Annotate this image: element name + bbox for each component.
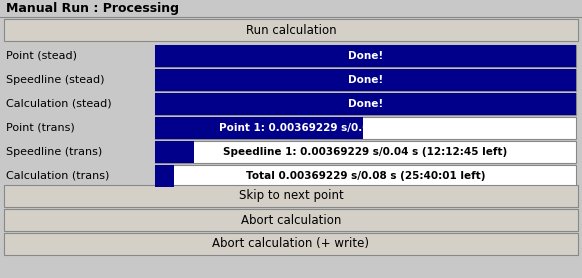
Bar: [4, 19, 578, 41]
Text: Speedline 1: 0.00369229 s/0.04 s (12:12:45 left): Speedline 1: 0.00369229 s/0.04 s (12:12:…: [223, 147, 508, 157]
Bar: [155, 141, 576, 163]
Bar: [155, 45, 576, 67]
Text: Calculation (trans): Calculation (trans): [6, 171, 109, 181]
Bar: [155, 117, 363, 139]
Text: Point 1: 0.00369229 s/0.0133333 s (03:14:34 left): Point 1: 0.00369229 s/0.0133333 s (03:14…: [219, 123, 512, 133]
Text: Calculation (stead): Calculation (stead): [6, 99, 112, 109]
Text: Speedline (stead): Speedline (stead): [6, 75, 105, 85]
Bar: [155, 93, 576, 115]
Text: Skip to next point: Skip to next point: [239, 190, 343, 202]
Bar: [155, 165, 576, 187]
Bar: [155, 141, 194, 163]
Bar: [155, 165, 173, 187]
Bar: [4, 233, 578, 255]
Text: Run calculation: Run calculation: [246, 24, 336, 36]
Text: Abort calculation (+ write): Abort calculation (+ write): [212, 237, 370, 250]
Text: Speedline (trans): Speedline (trans): [6, 147, 102, 157]
Text: Abort calculation: Abort calculation: [241, 214, 341, 227]
Text: Manual Run : Processing: Manual Run : Processing: [6, 2, 179, 15]
Bar: [4, 185, 578, 207]
Text: Point (stead): Point (stead): [6, 51, 77, 61]
Bar: [155, 45, 576, 67]
Text: Total 0.00369229 s/0.08 s (25:40:01 left): Total 0.00369229 s/0.08 s (25:40:01 left…: [246, 171, 485, 181]
Bar: [155, 93, 576, 115]
Text: Done!: Done!: [348, 75, 383, 85]
Bar: [155, 69, 576, 91]
Bar: [155, 69, 576, 91]
Bar: [155, 117, 576, 139]
Text: Point (trans): Point (trans): [6, 123, 74, 133]
Text: Done!: Done!: [348, 51, 383, 61]
Bar: [4, 209, 578, 231]
Text: Done!: Done!: [348, 99, 383, 109]
